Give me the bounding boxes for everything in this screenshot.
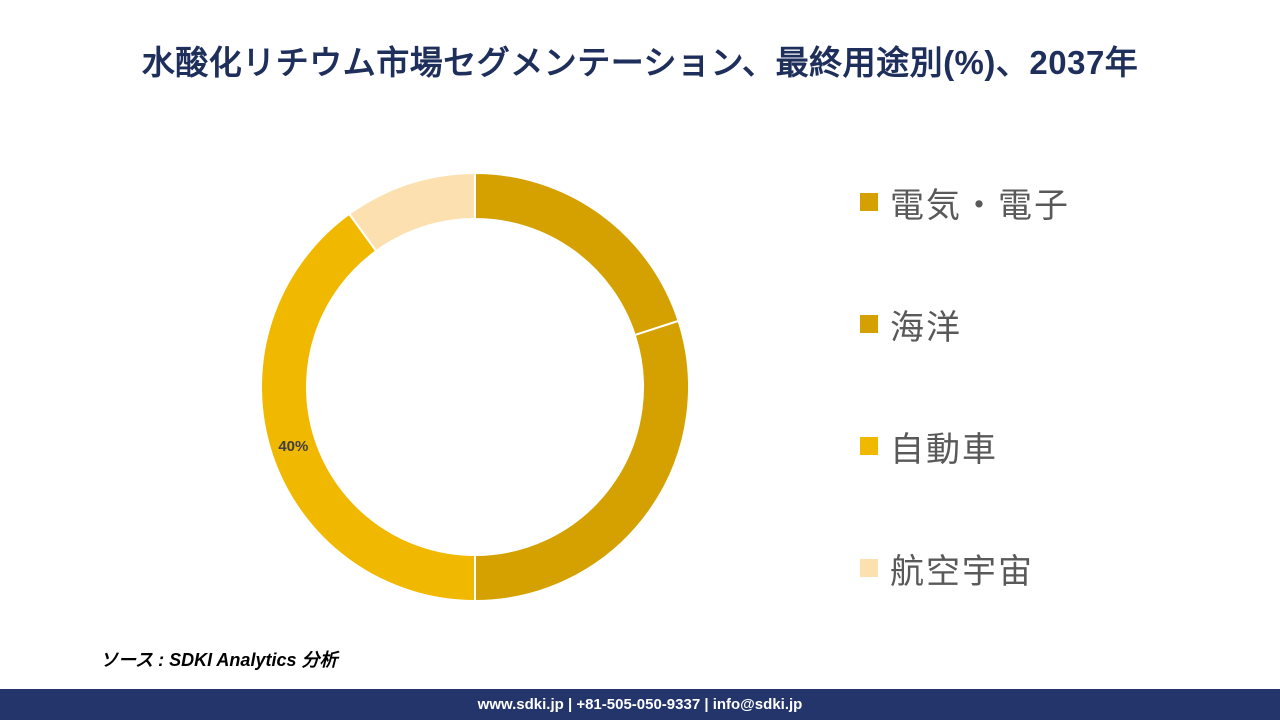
legend-label: 自動車: [890, 430, 998, 469]
legend-item: 自動車: [860, 420, 1240, 472]
chart-legend: 電気・電子海洋自動車航空宇宙: [860, 176, 1240, 664]
legend-item: 電気・電子: [860, 176, 1240, 228]
chart-title: 水酸化リチウム市場セグメンテーション、最終用途別(%)、2037年: [141, 44, 1139, 81]
source-note: ソース : SDKI Analytics 分析: [100, 650, 338, 670]
donut-slice-1: [474, 171, 680, 337]
legend-label: 航空宇宙: [890, 552, 1034, 591]
legend-label: 電気・電子: [890, 186, 1070, 225]
legend-swatch: [860, 559, 878, 577]
legend-item: 航空宇宙: [860, 542, 1240, 594]
legend-swatch: [860, 315, 878, 333]
legend-swatch: [860, 193, 878, 211]
legend-swatch: [860, 437, 878, 455]
donut-slice-3: [260, 212, 476, 603]
donut-slice-4: [347, 171, 476, 253]
donut-slice-2: [474, 319, 690, 603]
legend-label: 海洋: [890, 308, 962, 347]
donut-chart: 40%: [260, 171, 690, 603]
legend-item: 海洋: [860, 298, 1240, 350]
footer-contact-bar: www.sdki.jp | +81-505-050-9337 | info@sd…: [0, 689, 1280, 720]
data-label-3: 40%: [278, 438, 308, 455]
